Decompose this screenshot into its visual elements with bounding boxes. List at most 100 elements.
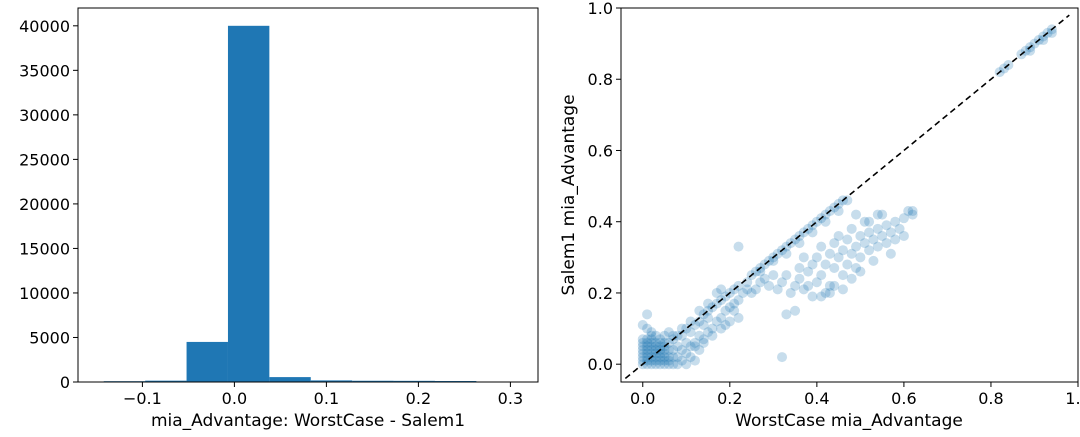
y-tick-label: 35000 [19,61,70,80]
scatter-point [637,341,648,352]
scatter-point [637,352,648,363]
scatter-point [659,359,670,370]
scatter-point [642,309,653,320]
scatter-point [837,270,848,281]
scatter-point [824,280,835,291]
scatter-point [890,234,901,245]
scatter-point [746,287,757,298]
scatter-point [642,348,653,359]
scatter-point [807,291,818,302]
scatter-point [733,295,744,306]
scatter-point [646,348,657,359]
scatter-point [790,305,801,316]
identity-reference-line [624,14,1070,380]
scatter-point [650,359,661,370]
scatter-axes-frame [620,7,1079,383]
scatter-point [672,359,683,370]
scatter-point [689,341,700,352]
scatter-point [650,337,661,348]
scatter-point [711,287,722,298]
scatter-point [685,327,696,338]
y-tick-label: 0.6 [588,141,613,160]
scatter-point [868,255,879,266]
scatter-point [820,216,831,227]
y-tick-label: 1.0 [588,0,613,18]
histogram-panel: −0.1 0.0 0.1 0.2 0.3 0 5000 10000 15000 20000 250… [19,7,539,431]
scatter-point [807,227,818,238]
histogram-bar [269,377,311,382]
histogram-axes-frame [77,7,539,383]
y-tick-label: 30000 [19,106,70,125]
scatter-point [798,252,809,263]
scatter-point [829,263,840,274]
scatter-point [781,248,792,259]
histogram-bar [352,380,394,382]
scatter-point [807,259,818,270]
scatter-point [811,252,822,263]
scatter-point [898,213,909,224]
scatter-point [837,284,848,295]
scatter-point [877,230,888,241]
scatter-point [798,284,809,295]
scatter-point [663,344,674,355]
scatter-point [842,234,853,245]
scatter-point [772,284,783,295]
histogram-bars [103,25,477,383]
histogram-bar [145,380,187,382]
scatter-point [663,352,674,363]
scatter-point [668,344,679,355]
scatter-point [716,312,727,323]
scatter-point [1046,27,1057,38]
scatter-point [637,344,648,355]
scatter-point [694,330,705,341]
scatter-point [803,280,814,291]
scatter-point [655,352,666,363]
scatter-point [707,330,718,341]
scatter-point [681,359,692,370]
scatter-point [637,348,648,359]
scatter-point [720,305,731,316]
scatter-point [777,352,788,363]
x-tick-label: 0.6 [891,389,916,408]
scatter-point [851,241,862,252]
scatter-point [864,245,875,256]
scatter-point [646,334,657,345]
scatter-point [907,206,918,217]
scatter-point [794,273,805,284]
scatter-panel: 0.0 0.2 0.4 0.6 0.8 1.0 0.0 0.2 0.4 0.6 0.8 1.0 Wo… [559,0,1080,431]
scatter-point [898,230,909,241]
histogram-bar [227,25,270,383]
scatter-point [646,337,657,348]
scatter-point [877,209,888,220]
scatter-point [742,284,753,295]
scatter-point [872,223,883,234]
scatter-point [655,341,666,352]
x-tick-label: 0.2 [717,389,742,408]
histogram-bar [186,341,228,382]
scatter-point [655,359,666,370]
scatter-point [642,337,653,348]
scatter-point [837,245,848,256]
scatter-point [833,206,844,217]
scatter-point [711,316,722,327]
scatter-point [794,238,805,249]
scatter-point [768,270,779,281]
y-tick-label: 20000 [19,195,70,214]
scatter-point [659,352,670,363]
scatter-point [659,355,670,366]
scatter-point [737,287,748,298]
scatter-point [663,359,674,370]
scatter-point [859,238,870,249]
scatter-point [672,352,683,363]
scatter-point [668,352,679,363]
scatter-point [698,334,709,345]
scatter-point [859,216,870,227]
scatter-point [703,298,714,309]
scatter-point [811,277,822,288]
scatter-point [703,312,714,323]
scatter-point [668,359,679,370]
scatter-point [794,263,805,274]
scatter-point [829,238,840,249]
scatter-y-axis-label: Salem1 mia_Advantage [559,94,579,295]
scatter-point [655,355,666,366]
